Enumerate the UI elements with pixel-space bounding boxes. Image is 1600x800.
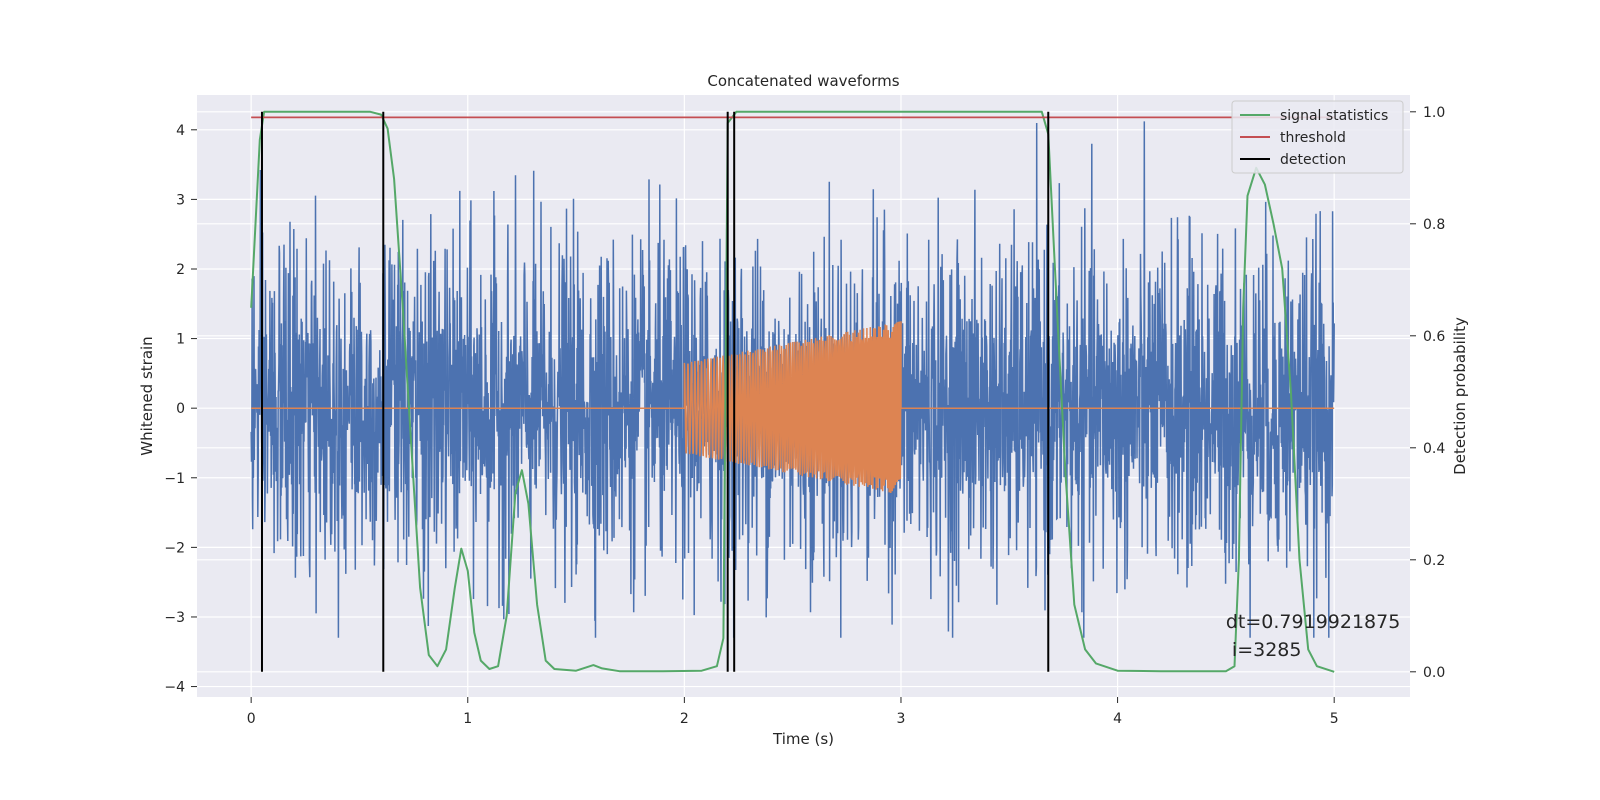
y-tick-label-3: 1: [176, 332, 185, 348]
x-tick-label-3: 3: [897, 711, 906, 727]
y-tick-label-0: 4: [176, 123, 185, 139]
x-tick-label-1: 1: [463, 711, 472, 727]
y-tick-label-8: −4: [164, 680, 185, 696]
y-tick-label-5: −1: [164, 471, 185, 487]
y2-tick-label-2: 0.6: [1423, 329, 1445, 345]
legend-label-0: signal statistics: [1280, 108, 1388, 124]
y-axis-label: Whitened strain: [138, 336, 156, 455]
series-signal-statistics: [250, 110, 1335, 673]
x-tick-label-0: 0: [247, 711, 256, 727]
y2-tick-label-5: 0.0: [1423, 665, 1445, 681]
legend-frame: [1231, 100, 1404, 174]
series-noisy-strain: [250, 121, 1335, 638]
y2-tick-label-0: 1.0: [1423, 105, 1445, 121]
y2-axis-label: Detection probability: [1451, 317, 1469, 475]
axes: 0 1 2 3 4 5 4 3 2 1 0 −1 −2 −3 −4 1.0 0.8 0.6 0.4 0.2 0.0: [164, 105, 1445, 727]
y-tick-label-7: −3: [164, 610, 185, 626]
y-tick-label-6: −2: [164, 540, 185, 556]
legend-label-1: threshold: [1280, 130, 1346, 146]
y-tick-label-2: 2: [176, 262, 185, 278]
y-tick-label-1: 3: [176, 192, 185, 208]
y2-tick-label-3: 0.4: [1423, 441, 1445, 457]
y-tick-label-4: 0: [176, 401, 185, 417]
annotation-dt: dt=0.7919921875: [1226, 611, 1400, 633]
x-tick-label-4: 4: [1113, 711, 1122, 727]
y2-tick-label-4: 0.2: [1423, 553, 1445, 569]
series-layer: [250, 110, 1335, 673]
annotation-index: i=3285: [1226, 639, 1302, 661]
legend-label-2: detection: [1280, 152, 1346, 168]
series-injected-chirp: [251, 321, 1335, 494]
x-tick-label-2: 2: [680, 711, 689, 727]
x-tick-label-5: 5: [1330, 711, 1339, 727]
legend: signal statistics threshold detection: [1231, 100, 1404, 174]
y2-tick-label-1: 0.8: [1423, 217, 1445, 233]
chart-title: Concatenated waveforms: [707, 72, 899, 90]
x-axis-label: Time (s): [772, 730, 834, 748]
